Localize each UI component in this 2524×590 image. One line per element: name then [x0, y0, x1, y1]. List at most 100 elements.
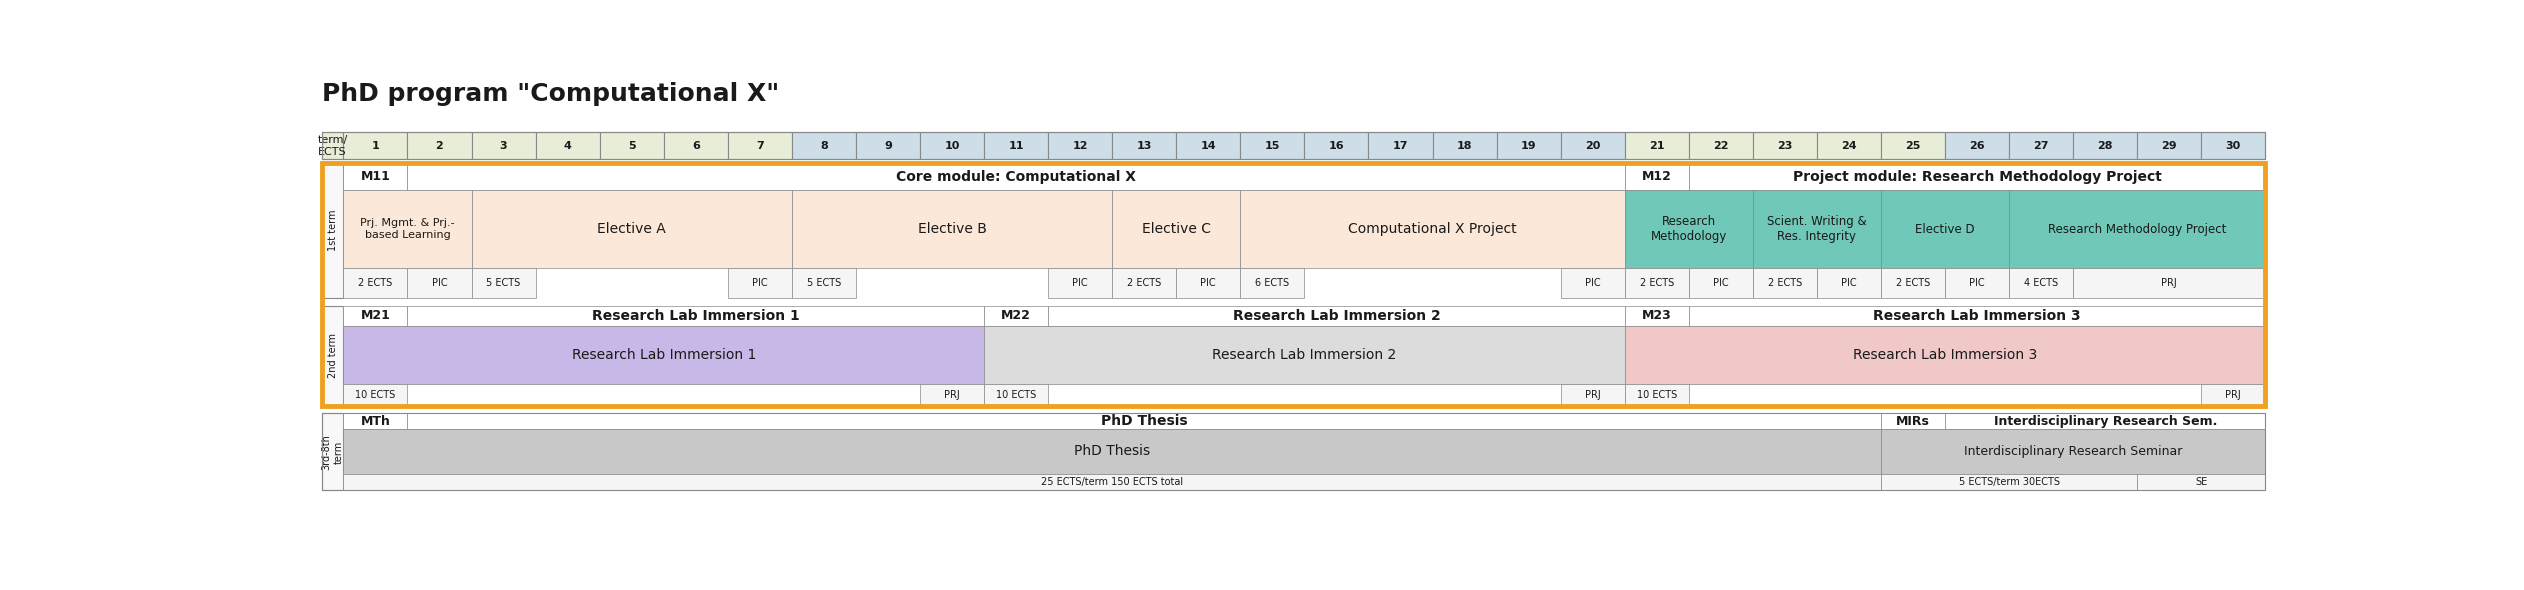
FancyBboxPatch shape	[406, 306, 984, 326]
FancyBboxPatch shape	[1689, 132, 1752, 159]
Text: 18: 18	[1456, 141, 1471, 151]
Text: 13: 13	[1136, 141, 1151, 151]
FancyBboxPatch shape	[793, 132, 856, 159]
FancyBboxPatch shape	[1434, 132, 1497, 159]
FancyBboxPatch shape	[664, 132, 727, 159]
FancyBboxPatch shape	[472, 190, 793, 268]
Text: PIC: PIC	[1201, 278, 1217, 288]
Text: PIC: PIC	[1714, 278, 1729, 288]
Text: Prj. Mgmt. & Prj.-
based Learning: Prj. Mgmt. & Prj.- based Learning	[361, 218, 454, 240]
Text: 1: 1	[371, 141, 379, 151]
Text: 8: 8	[820, 141, 828, 151]
Text: Research Methodology Project: Research Methodology Project	[2047, 223, 2226, 236]
Text: 16: 16	[1328, 141, 1345, 151]
FancyBboxPatch shape	[1047, 132, 1113, 159]
FancyBboxPatch shape	[793, 268, 856, 298]
Text: PRJ: PRJ	[2161, 278, 2178, 288]
Text: 4 ECTS: 4 ECTS	[2024, 278, 2057, 288]
FancyBboxPatch shape	[1752, 268, 1817, 298]
Text: 28: 28	[2097, 141, 2113, 151]
FancyBboxPatch shape	[1625, 306, 1689, 326]
FancyBboxPatch shape	[984, 384, 1047, 406]
Text: 10 ECTS: 10 ECTS	[1636, 390, 1676, 400]
FancyBboxPatch shape	[1625, 384, 1689, 406]
FancyBboxPatch shape	[1047, 306, 1625, 326]
Text: M23: M23	[1643, 309, 1671, 322]
FancyBboxPatch shape	[1305, 132, 1368, 159]
FancyBboxPatch shape	[1625, 163, 1689, 190]
Text: MIRs: MIRs	[1896, 415, 1931, 428]
FancyBboxPatch shape	[1239, 268, 1305, 298]
FancyBboxPatch shape	[2009, 268, 2072, 298]
FancyBboxPatch shape	[1239, 190, 1625, 268]
Text: 19: 19	[1522, 141, 1537, 151]
FancyBboxPatch shape	[1113, 190, 1239, 268]
Text: PRJ: PRJ	[2226, 390, 2241, 400]
FancyBboxPatch shape	[343, 326, 984, 384]
FancyBboxPatch shape	[601, 132, 664, 159]
FancyBboxPatch shape	[1176, 268, 1239, 298]
FancyBboxPatch shape	[1625, 132, 1689, 159]
FancyBboxPatch shape	[1560, 384, 1625, 406]
Text: PRJ: PRJ	[1585, 390, 1600, 400]
FancyBboxPatch shape	[1752, 132, 1817, 159]
FancyBboxPatch shape	[343, 190, 472, 268]
FancyBboxPatch shape	[1817, 132, 1880, 159]
FancyBboxPatch shape	[321, 414, 343, 490]
Text: Research Lab Immersion 1: Research Lab Immersion 1	[570, 348, 755, 362]
FancyBboxPatch shape	[406, 132, 472, 159]
FancyBboxPatch shape	[1560, 268, 1625, 298]
FancyBboxPatch shape	[1880, 474, 2138, 490]
Text: M21: M21	[361, 309, 391, 322]
Text: 5 ECTS: 5 ECTS	[808, 278, 840, 288]
Text: 17: 17	[1393, 141, 1408, 151]
Text: 12: 12	[1073, 141, 1088, 151]
FancyBboxPatch shape	[1176, 132, 1239, 159]
FancyBboxPatch shape	[984, 306, 1047, 326]
Text: Interdisciplinary Research Seminar: Interdisciplinary Research Seminar	[1964, 445, 2183, 458]
Text: MTh: MTh	[361, 415, 391, 428]
FancyBboxPatch shape	[1113, 268, 1176, 298]
FancyBboxPatch shape	[1560, 132, 1625, 159]
Text: 27: 27	[2034, 141, 2049, 151]
Text: 25: 25	[1906, 141, 1921, 151]
Text: 30: 30	[2226, 141, 2241, 151]
FancyBboxPatch shape	[2201, 132, 2267, 159]
Text: PIC: PIC	[1840, 278, 1858, 288]
FancyBboxPatch shape	[321, 163, 343, 298]
Text: 2: 2	[437, 141, 444, 151]
FancyBboxPatch shape	[343, 132, 406, 159]
Text: Elective D: Elective D	[1916, 223, 1974, 236]
Text: 2 ECTS: 2 ECTS	[1767, 278, 1802, 288]
Text: 2nd term: 2nd term	[328, 333, 338, 378]
Text: 5 ECTS: 5 ECTS	[487, 278, 520, 288]
Text: Research Lab Immersion 1: Research Lab Immersion 1	[593, 309, 800, 323]
FancyBboxPatch shape	[2201, 384, 2267, 406]
FancyBboxPatch shape	[1752, 190, 1880, 268]
Text: Research
Methodology: Research Methodology	[1651, 215, 1726, 243]
Text: Elective A: Elective A	[598, 222, 666, 236]
Text: Research Lab Immersion 3: Research Lab Immersion 3	[1853, 348, 2037, 362]
FancyBboxPatch shape	[472, 132, 535, 159]
FancyBboxPatch shape	[1689, 306, 2267, 326]
Text: 2 ECTS: 2 ECTS	[1641, 278, 1673, 288]
FancyBboxPatch shape	[856, 132, 921, 159]
FancyBboxPatch shape	[2009, 190, 2267, 268]
Text: PIC: PIC	[1969, 278, 1984, 288]
Text: 10 ECTS: 10 ECTS	[356, 390, 396, 400]
FancyBboxPatch shape	[406, 414, 1880, 429]
FancyBboxPatch shape	[793, 190, 1113, 268]
Text: Computational X Project: Computational X Project	[1348, 222, 1517, 236]
Text: M22: M22	[1002, 309, 1030, 322]
FancyBboxPatch shape	[1239, 132, 1305, 159]
FancyBboxPatch shape	[1047, 268, 1113, 298]
FancyBboxPatch shape	[1625, 326, 2267, 384]
FancyBboxPatch shape	[1880, 414, 1946, 429]
FancyBboxPatch shape	[2009, 132, 2072, 159]
Text: PIC: PIC	[752, 278, 767, 288]
Text: 2 ECTS: 2 ECTS	[1128, 278, 1161, 288]
FancyBboxPatch shape	[1880, 190, 2009, 268]
Text: PhD Thesis: PhD Thesis	[1075, 444, 1151, 458]
Text: 3: 3	[500, 141, 507, 151]
Text: PhD Thesis: PhD Thesis	[1100, 414, 1189, 428]
